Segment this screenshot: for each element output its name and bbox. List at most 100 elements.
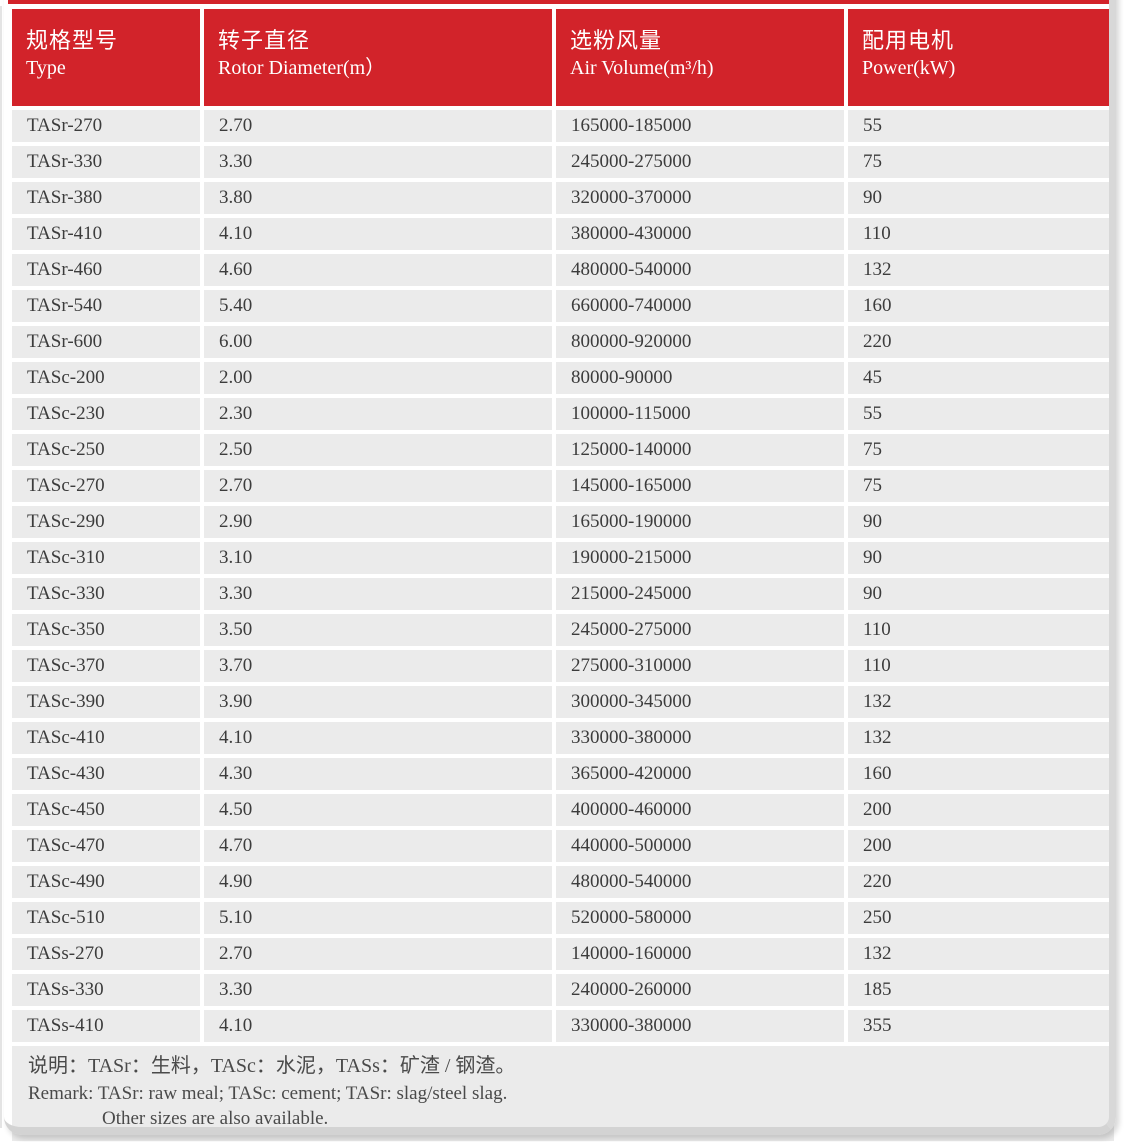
cell-air-volume-m3h: 165000-190000 <box>556 506 844 538</box>
cell-type: TASc-330 <box>12 578 200 610</box>
cell-type: TASr-380 <box>12 182 200 214</box>
header-rotor-en: Rotor Diameter(m） <box>218 57 386 79</box>
table-row: TASr-600 6.00 800000-920000 220 <box>12 326 1114 358</box>
cell-power-kw: 90 <box>848 506 1114 538</box>
cell-power-kw: 220 <box>848 326 1114 358</box>
cell-power-kw: 160 <box>848 290 1114 322</box>
table-row: TASc-490 4.90 480000-540000 220 <box>12 866 1114 898</box>
cell-type: TASr-410 <box>12 218 200 250</box>
cell-power-kw: 45 <box>848 362 1114 394</box>
cell-rotor-diameter-m: 2.70 <box>204 110 552 142</box>
cell-power-kw: 250 <box>848 902 1114 934</box>
header-cell-power: 配用电机 Power(kW) <box>848 9 1114 106</box>
cell-power-kw: 75 <box>848 470 1114 502</box>
cell-air-volume-m3h: 660000-740000 <box>556 290 844 322</box>
table-row: TASc-390 3.90 300000-345000 132 <box>12 686 1114 718</box>
cell-rotor-diameter-m: 3.30 <box>204 146 552 178</box>
cell-type: TASc-370 <box>12 650 200 682</box>
cell-type: TASr-600 <box>12 326 200 358</box>
cell-air-volume-m3h: 480000-540000 <box>556 866 844 898</box>
cell-power-kw: 160 <box>848 758 1114 790</box>
cell-type: TASc-410 <box>12 722 200 754</box>
remark-line-en: Remark: TASr: raw meal; TASc: cement; TA… <box>28 1083 508 1104</box>
cell-rotor-diameter-m: 4.60 <box>204 254 552 286</box>
table-row: TASc-330 3.30 215000-245000 90 <box>12 578 1114 610</box>
spec-table: 规格型号 Type 转子直径 Rotor Diameter(m） 选粉风量 Ai… <box>12 9 1114 1141</box>
cell-type: TASc-450 <box>12 794 200 826</box>
header-cell-rotor-diameter: 转子直径 Rotor Diameter(m） <box>204 9 552 106</box>
cell-power-kw: 110 <box>848 614 1114 646</box>
cell-power-kw: 110 <box>848 650 1114 682</box>
cell-air-volume-m3h: 165000-185000 <box>556 110 844 142</box>
cell-power-kw: 132 <box>848 686 1114 718</box>
cell-rotor-diameter-m: 2.30 <box>204 398 552 430</box>
cell-power-kw: 75 <box>848 434 1114 466</box>
header-cell-air-volume: 选粉风量 Air Volume(m³/h) <box>556 9 844 106</box>
table-row: TASc-200 2.00 80000-90000 45 <box>12 362 1114 394</box>
cell-type: TASc-310 <box>12 542 200 574</box>
cell-air-volume-m3h: 320000-370000 <box>556 182 844 214</box>
header-power-en: Power(kW) <box>862 57 956 79</box>
table-row: TASs-330 3.30 240000-260000 185 <box>12 974 1114 1006</box>
cell-rotor-diameter-m: 2.90 <box>204 506 552 538</box>
cell-power-kw: 132 <box>848 938 1114 970</box>
cell-rotor-diameter-m: 6.00 <box>204 326 552 358</box>
cell-power-kw: 110 <box>848 218 1114 250</box>
table-row: TASc-230 2.30 100000-115000 55 <box>12 398 1114 430</box>
cell-type: TASr-270 <box>12 110 200 142</box>
table-row: TASs-410 4.10 330000-380000 355 <box>12 1010 1114 1042</box>
cell-air-volume-m3h: 145000-165000 <box>556 470 844 502</box>
cell-power-kw: 355 <box>848 1010 1114 1042</box>
cell-power-kw: 200 <box>848 830 1114 862</box>
cell-rotor-diameter-m: 2.70 <box>204 470 552 502</box>
cell-power-kw: 55 <box>848 110 1114 142</box>
cell-type: TASc-230 <box>12 398 200 430</box>
cell-power-kw: 75 <box>848 146 1114 178</box>
cell-air-volume-m3h: 140000-160000 <box>556 938 844 970</box>
table-row: TASc-450 4.50 400000-460000 200 <box>12 794 1114 826</box>
cell-air-volume-m3h: 100000-115000 <box>556 398 844 430</box>
cell-type: TASc-510 <box>12 902 200 934</box>
cell-rotor-diameter-m: 3.70 <box>204 650 552 682</box>
table-row: TASc-250 2.50 125000-140000 75 <box>12 434 1114 466</box>
cell-rotor-diameter-m: 5.40 <box>204 290 552 322</box>
cell-type: TASc-200 <box>12 362 200 394</box>
remark-line-other-sizes: Other sizes are also available. <box>102 1108 329 1129</box>
header-type-zh: 规格型号 <box>26 29 119 54</box>
cell-type: TASc-350 <box>12 614 200 646</box>
cell-rotor-diameter-m: 2.50 <box>204 434 552 466</box>
cell-type: TASc-470 <box>12 830 200 862</box>
header-air-en: Air Volume(m³/h) <box>570 57 714 79</box>
cell-rotor-diameter-m: 3.10 <box>204 542 552 574</box>
cell-rotor-diameter-m: 4.50 <box>204 794 552 826</box>
cell-power-kw: 220 <box>848 866 1114 898</box>
cell-type: TASc-250 <box>12 434 200 466</box>
cell-air-volume-m3h: 330000-380000 <box>556 722 844 754</box>
header-power-zh: 配用电机 <box>862 29 955 54</box>
table-row: TASc-430 4.30 365000-420000 160 <box>12 758 1114 790</box>
cell-type: TASc-290 <box>12 506 200 538</box>
cell-power-kw: 90 <box>848 578 1114 610</box>
cell-rotor-diameter-m: 3.50 <box>204 614 552 646</box>
cell-rotor-diameter-m: 3.90 <box>204 686 552 718</box>
header-air-zh: 选粉风量 <box>570 29 663 54</box>
cell-air-volume-m3h: 245000-275000 <box>556 146 844 178</box>
table-row: TASr-410 4.10 380000-430000 110 <box>12 218 1114 250</box>
cell-air-volume-m3h: 275000-310000 <box>556 650 844 682</box>
cell-air-volume-m3h: 300000-345000 <box>556 686 844 718</box>
cell-type: TASs-270 <box>12 938 200 970</box>
table-row: TASr-270 2.70 165000-185000 55 <box>12 110 1114 142</box>
cell-power-kw: 90 <box>848 182 1114 214</box>
cell-power-kw: 132 <box>848 722 1114 754</box>
cell-air-volume-m3h: 440000-500000 <box>556 830 844 862</box>
table-row: TASr-460 4.60 480000-540000 132 <box>12 254 1114 286</box>
cell-rotor-diameter-m: 4.70 <box>204 830 552 862</box>
table-row: TASc-470 4.70 440000-500000 200 <box>12 830 1114 862</box>
cell-air-volume-m3h: 245000-275000 <box>556 614 844 646</box>
cell-type: TASr-330 <box>12 146 200 178</box>
cell-rotor-diameter-m: 4.30 <box>204 758 552 790</box>
cell-rotor-diameter-m: 2.70 <box>204 938 552 970</box>
table-header-row: 规格型号 Type 转子直径 Rotor Diameter(m） 选粉风量 Ai… <box>12 9 1114 106</box>
table-row: TASc-370 3.70 275000-310000 110 <box>12 650 1114 682</box>
cell-power-kw: 55 <box>848 398 1114 430</box>
